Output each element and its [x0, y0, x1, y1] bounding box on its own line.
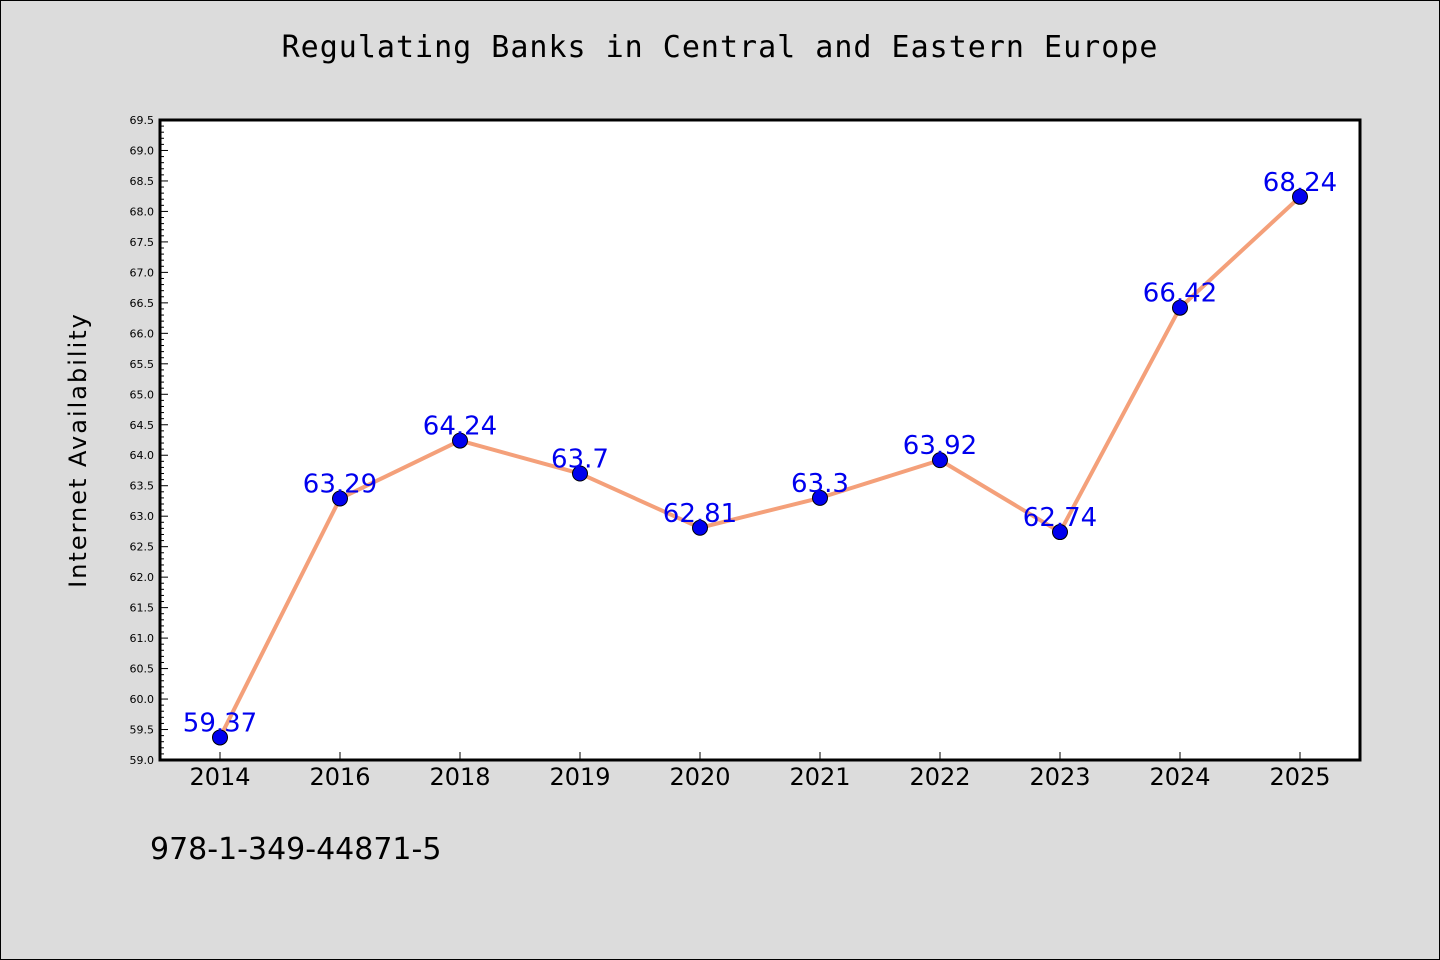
y-tick-label: 59.0 — [130, 754, 155, 767]
y-tick-label: 69.0 — [130, 144, 155, 157]
plot-area — [158, 118, 1362, 762]
y-tick-label: 68.0 — [130, 205, 155, 218]
data-point — [812, 489, 828, 506]
y-tick-label: 64.0 — [130, 449, 155, 462]
data-point — [1052, 524, 1068, 541]
y-tick-label: 63.0 — [130, 510, 155, 523]
y-tick-label: 65.0 — [130, 388, 155, 401]
x-tick-label: 2022 — [909, 763, 970, 791]
data-label: 63.92 — [903, 431, 977, 461]
data-label: 63.29 — [303, 470, 377, 500]
data-label: 59.37 — [183, 708, 257, 738]
y-tick-label: 62.5 — [130, 541, 155, 554]
y-tick-label: 69.5 — [130, 114, 155, 127]
data-labels: 59.37 63.29 64.24 63.7 62.81 63.3 63.92 62.74 66… — [183, 168, 1337, 739]
y-tick-label: 66.5 — [130, 297, 155, 310]
data-point — [332, 490, 348, 507]
x-tick-label: 2021 — [789, 763, 850, 791]
y-tick-label: 64.5 — [130, 419, 155, 432]
y-tick-label: 61.0 — [130, 632, 155, 645]
y-tick-label: 61.5 — [130, 602, 155, 615]
x-tick-label: 2024 — [1149, 763, 1210, 791]
y-axis-label: Internet Availability — [64, 312, 92, 588]
x-axis-ticks: 2014 2016 2018 2019 2020 2021 2022 2023 2024 2025 — [189, 752, 1331, 791]
chart-title: Regulating Banks in Central and Eastern … — [281, 30, 1159, 65]
series-line-group — [218, 195, 1302, 739]
x-tick-label: 2019 — [549, 763, 610, 791]
y-tick-label: 67.5 — [130, 236, 155, 249]
y-tick-label: 67.0 — [130, 266, 155, 279]
y-tick-label: 68.5 — [130, 175, 155, 188]
data-point — [452, 432, 468, 449]
y-tick-label: 63.5 — [130, 480, 155, 493]
y-tick-label: 60.0 — [130, 693, 155, 706]
data-label: 62.74 — [1023, 503, 1097, 533]
data-label: 68.24 — [1263, 168, 1337, 198]
y-tick-label: 65.5 — [130, 358, 155, 371]
x-tick-label: 2020 — [669, 763, 730, 791]
data-point — [692, 519, 708, 536]
data-label: 63.7 — [551, 445, 609, 475]
x-tick-label: 2018 — [429, 763, 490, 791]
data-label: 63.3 — [791, 469, 849, 499]
data-label: 66.42 — [1143, 279, 1217, 309]
isbn-code: 978-1-349-44871-5 — [150, 832, 442, 867]
x-tick-label: 2025 — [1269, 763, 1330, 791]
x-tick-label: 2016 — [309, 763, 370, 791]
data-point — [572, 465, 588, 482]
y-tick-label: 60.5 — [130, 663, 155, 676]
data-point — [932, 452, 948, 469]
y-tick-label: 66.0 — [130, 327, 155, 340]
x-tick-label: 2014 — [189, 763, 250, 791]
data-point — [1292, 188, 1308, 205]
series-line — [218, 195, 1302, 739]
data-points — [212, 188, 1308, 746]
data-point — [1172, 299, 1188, 316]
data-label: 64.24 — [423, 412, 497, 442]
y-tick-label: 59.5 — [130, 724, 155, 737]
x-tick-label: 2023 — [1029, 763, 1090, 791]
y-axis-ticks: 59.0 59.5 60.0 60.5 61.0 61.5 62.0 62.5 63.0 63.5… — [130, 114, 168, 767]
y-tick-label: 62.0 — [130, 571, 155, 584]
data-point — [212, 729, 228, 746]
data-label: 62.81 — [663, 499, 737, 529]
